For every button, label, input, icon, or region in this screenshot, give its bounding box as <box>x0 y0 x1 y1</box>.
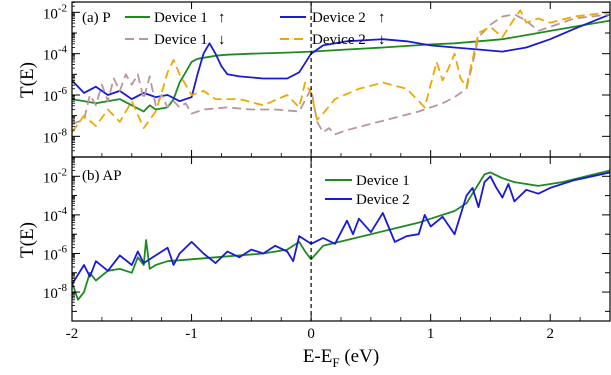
panel-b-series <box>72 169 610 301</box>
legend-label-device1: Device 1 <box>356 173 410 189</box>
y-tick-label: 10-2 <box>43 2 67 22</box>
series-line-a-2 <box>72 13 610 136</box>
y-tick-label: 10-4 <box>43 44 68 64</box>
x-axis-title-subscript: F <box>332 355 339 370</box>
y-tick-label: 10-6 <box>43 85 68 105</box>
series-line-a-3 <box>72 9 610 133</box>
legend-label-device2-down: Device 2 <box>312 32 366 48</box>
x-tick-label: -2 <box>66 326 79 342</box>
legend-label-device1-up: Device 1 <box>154 10 208 26</box>
panel-b-frame <box>71 156 611 322</box>
legend-item-device1: Device 1 <box>325 173 410 189</box>
panel-a: 10-2 10-4 10-6 10-8 (a) P Device 1 ↑ Device… <box>17 2 610 158</box>
down-arrow-icon: ↓ <box>218 32 226 48</box>
legend-label-device1-down: Device 1 <box>154 32 208 48</box>
x-tick-label: 0 <box>307 326 315 342</box>
panel-b-legend: Device 1 Device 2 <box>325 173 410 208</box>
legend-item-device2-up: Device 2 ↑ <box>280 10 386 26</box>
y-tick-label: 10-6 <box>43 243 68 263</box>
legend-item-device2: Device 2 <box>325 192 410 208</box>
up-arrow-icon: ↑ <box>218 10 226 26</box>
panel-a-label: (a) P <box>82 10 111 26</box>
y-tick-label: 10-2 <box>43 166 67 186</box>
series-line-b-0 <box>72 169 610 301</box>
panel-a-series <box>72 9 610 136</box>
legend-item-device1-down: Device 1 ↓ <box>125 32 226 48</box>
down-arrow-icon: ↓ <box>378 32 386 48</box>
y-tick-label: 10-4 <box>43 205 68 225</box>
x-tick-label: 2 <box>546 326 554 342</box>
x-axis-title-main: E-E <box>303 346 333 367</box>
x-tick-label: -1 <box>185 326 198 342</box>
series-line-b-1 <box>72 171 610 285</box>
up-arrow-icon: ↑ <box>378 10 386 26</box>
y-tick-label: 10-8 <box>43 282 68 302</box>
series-line-a-1 <box>72 13 610 103</box>
x-axis-title: E-EF (eV) <box>303 346 379 370</box>
x-axis-title-unit: (eV) <box>340 346 380 367</box>
legend-item-device2-down: Device 2 ↓ <box>280 32 386 48</box>
legend-label-device2: Device 2 <box>356 192 410 208</box>
x-axis: -2 -1 0 1 2 <box>66 2 611 342</box>
x-tick-label: 1 <box>427 326 435 342</box>
legend-label-device2-up: Device 2 <box>312 10 366 26</box>
panel-b-y-axis-title: T(E) <box>17 222 38 258</box>
panel-a-legend: Device 1 ↑ Device 2 ↑ Device 1 ↓ Device … <box>125 10 386 48</box>
panel-b-label: (b) AP <box>82 168 122 184</box>
panel-a-y-axis-title: T(E) <box>17 62 38 98</box>
legend-item-device1-up: Device 1 ↑ <box>125 10 226 26</box>
y-tick-label: 10-8 <box>43 126 68 146</box>
panel-b: 10-2 10-4 10-6 10-8 (b) AP Device 1 Device … <box>17 156 610 321</box>
panel-a-y-ticks: 10-2 10-4 10-6 10-8 <box>43 2 610 158</box>
series-line-a-0 <box>72 19 610 113</box>
